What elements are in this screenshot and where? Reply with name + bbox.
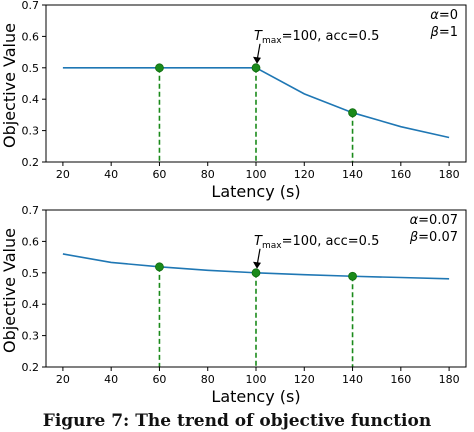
x-tick-label: 60 (152, 373, 166, 386)
annotation-arrow-head (253, 56, 261, 64)
data-point (155, 262, 164, 272)
x-tick-label: 180 (439, 373, 460, 386)
chart-panel-1: 20 40 60 80 100 120 140 160 180 0.2 0.3 0.4 0.5 0.6 0.… (0, 0, 467, 201)
beta-param: β=1 (430, 25, 458, 40)
x-tick-label: 140 (342, 373, 363, 386)
x-tick-label: 100 (246, 168, 267, 181)
data-point (251, 63, 261, 73)
x-tick-label: 120 (294, 373, 315, 386)
y-tick-label: 0.5 (22, 267, 40, 280)
y-tick-label: 0.6 (22, 235, 40, 248)
y-tick-label: 0.4 (22, 298, 40, 311)
y-tick-label: 0.2 (22, 156, 40, 169)
x-tick-label: 20 (56, 373, 70, 386)
beta-param: β=0.07 (409, 230, 458, 245)
y-tick-label: 0.3 (22, 330, 40, 343)
y-tick-label: 0.6 (22, 30, 40, 43)
alpha-param: α=0 (430, 8, 458, 23)
x-tick-label: 20 (56, 168, 70, 181)
x-tick-label: 40 (104, 373, 118, 386)
annotation-label: Tmax=100, acc=0.5 (254, 234, 379, 251)
data-point (348, 108, 357, 118)
x-axis-label: Latency (s) (211, 182, 300, 201)
x-tick-label: 40 (104, 168, 118, 181)
y-tick-label: 0.3 (22, 125, 40, 138)
x-tick-label: 140 (342, 168, 363, 181)
y-tick-label: 0.2 (22, 361, 40, 374)
data-point (348, 271, 357, 281)
data-point (155, 63, 164, 73)
x-tick-label: 80 (201, 168, 215, 181)
x-tick-label: 120 (294, 168, 315, 181)
x-tick-label: 60 (152, 168, 166, 181)
alpha-param: α=0.07 (410, 213, 458, 228)
y-tick-label: 0.7 (22, 204, 40, 217)
x-tick-label: 160 (390, 168, 411, 181)
y-axis-label: Objective Value (0, 228, 19, 353)
y-tick-label: 0.5 (22, 62, 40, 75)
x-axis-label: Latency (s) (211, 387, 300, 406)
y-tick-label: 0.7 (22, 0, 40, 12)
x-tick-label: 100 (246, 373, 267, 386)
x-tick-label: 80 (201, 373, 215, 386)
x-tick-label: 180 (439, 168, 460, 181)
chart-panel-2: 20 40 60 80 100 120 140 160 180 0.2 0.3 0.4 0.5 0.6 0.… (0, 204, 467, 406)
y-axis-label: Objective Value (0, 23, 19, 148)
annotation-label: Tmax=100, acc=0.5 (254, 29, 379, 46)
figure-caption: Figure 7: The trend of objective functio… (42, 411, 432, 431)
annotation-arrow-head (253, 261, 261, 269)
data-point (251, 268, 261, 278)
x-tick-label: 160 (390, 373, 411, 386)
y-tick-label: 0.4 (22, 93, 40, 106)
